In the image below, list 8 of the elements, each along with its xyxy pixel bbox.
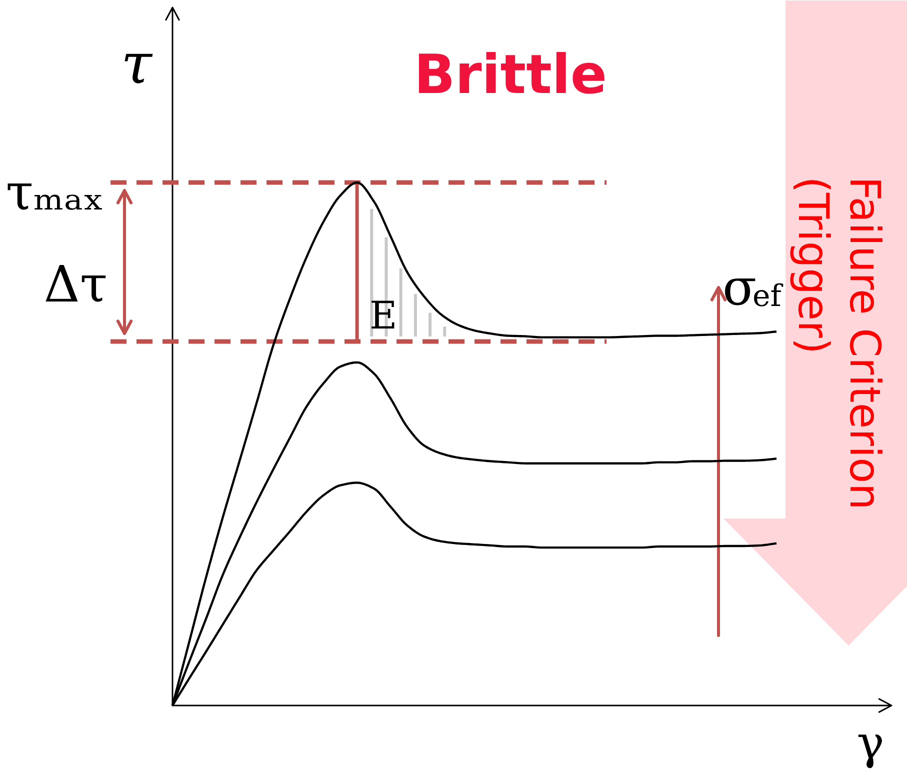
- ref-line-label: τₘₐₓ: [6, 164, 105, 222]
- chart-title: Brittle: [414, 43, 608, 106]
- x-axis-title: γ: [856, 716, 884, 770]
- y-axis-title: τ: [121, 32, 154, 97]
- annotation: E: [370, 294, 398, 338]
- annotation: σef: [722, 258, 784, 316]
- text: Failure Criterion (Trigger): [789, 176, 890, 510]
- text: Δτ: [44, 256, 108, 314]
